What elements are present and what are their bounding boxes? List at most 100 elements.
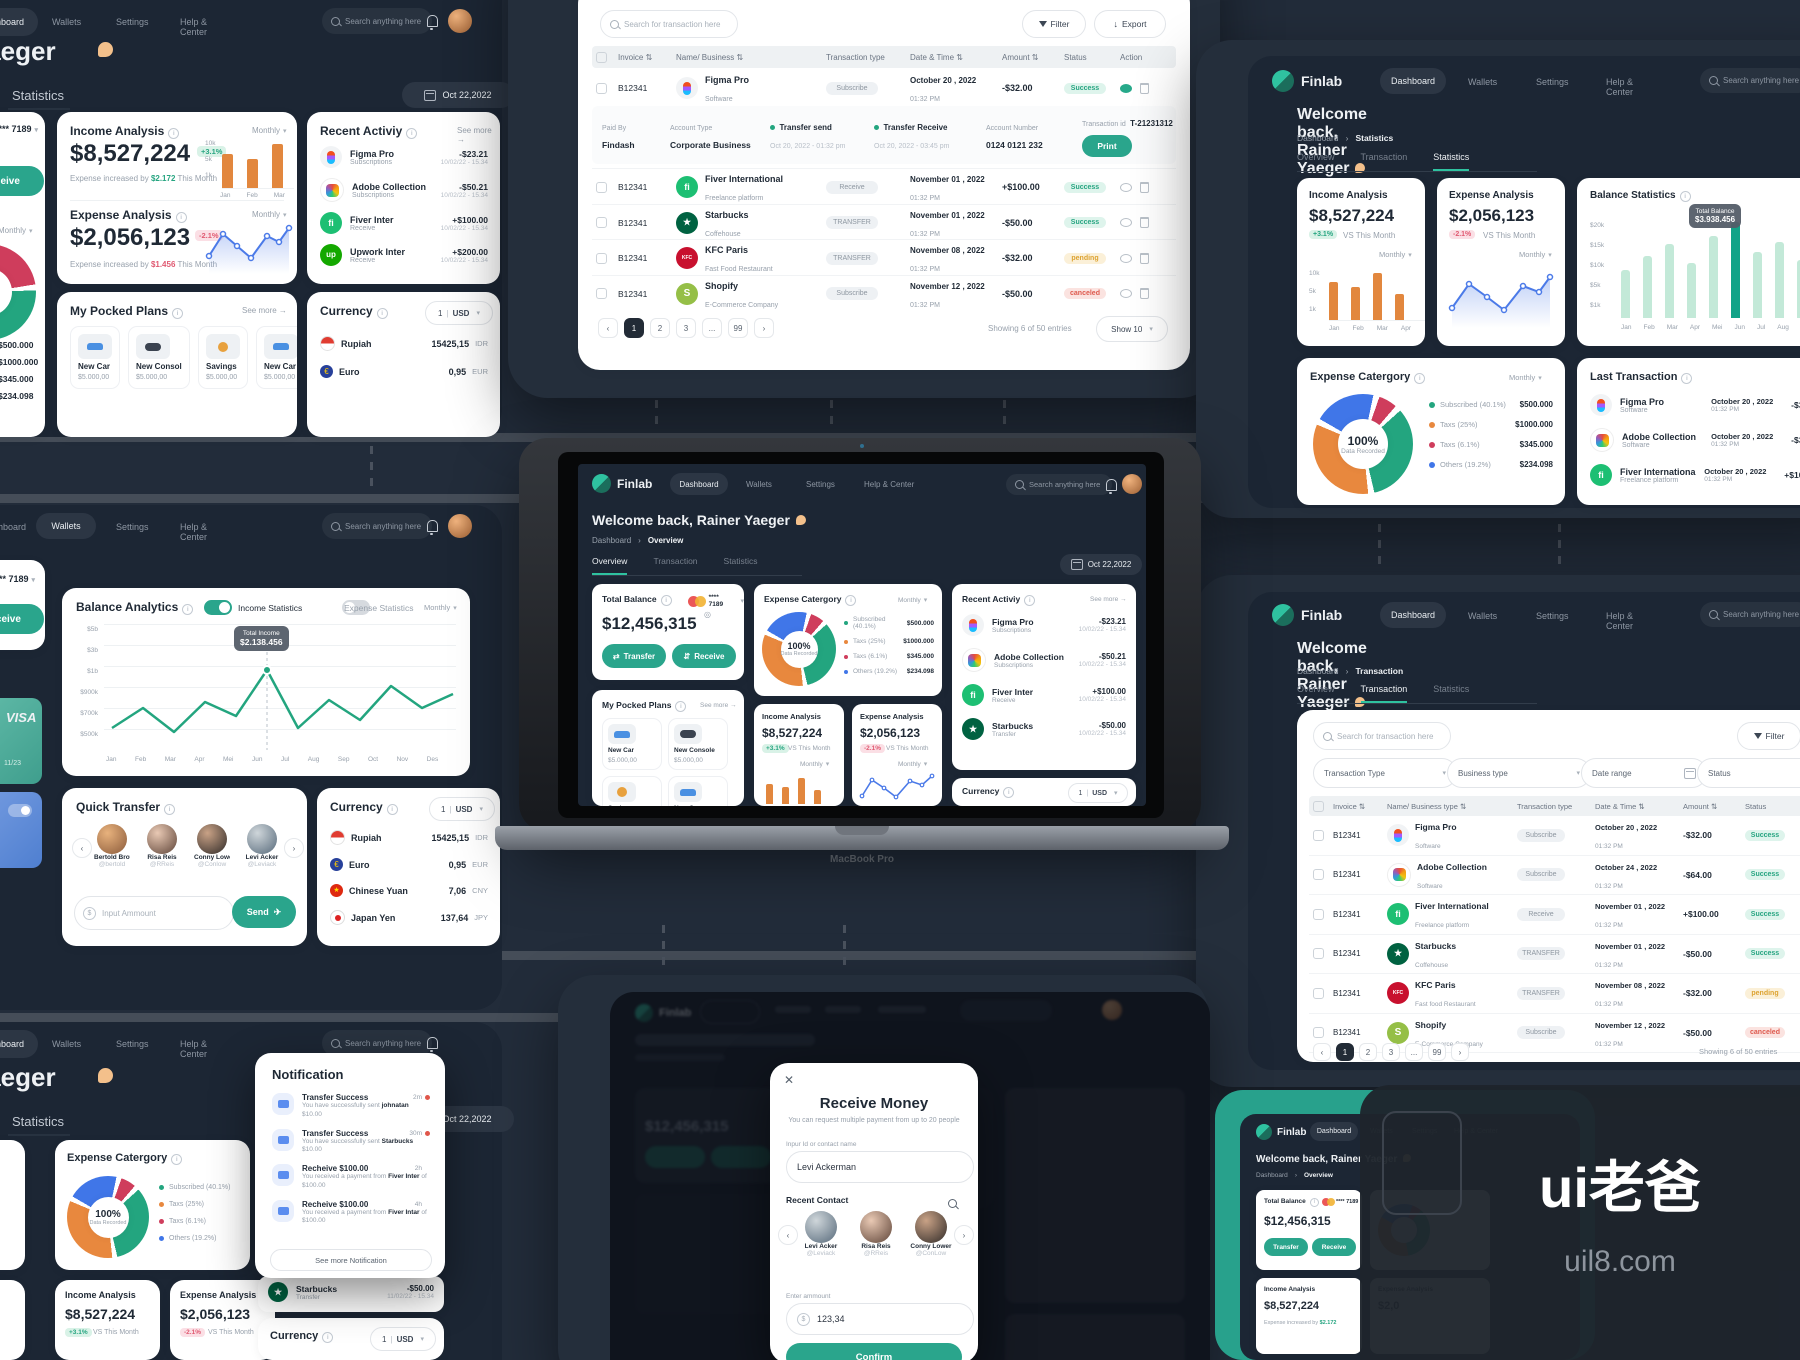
nav-dashboard[interactable]: Dashboard: [670, 473, 728, 495]
nav-settings[interactable]: Settings: [116, 522, 149, 532]
view-icon[interactable]: [1120, 253, 1132, 263]
tab-transaction[interactable]: Transaction: [1360, 152, 1408, 162]
notification-item[interactable]: Recheive $100.00 2h You received a paymen…: [272, 1164, 430, 1191]
monthly-select[interactable]: Monthly ▾: [800, 761, 830, 768]
nav-help[interactable]: Help & Center: [864, 480, 915, 489]
activity-row[interactable]: Adobe Collection Subscriptions -$50.21 10/0…: [962, 648, 1126, 672]
nav-help[interactable]: Help & Center: [1606, 77, 1634, 97]
page-button[interactable]: ...: [1405, 1043, 1423, 1061]
row-checkbox[interactable]: [596, 288, 607, 299]
status-filter[interactable]: Status▾: [1697, 758, 1800, 788]
plan-item[interactable]: New Console $5.000,00: [668, 718, 728, 770]
tab-statistics[interactable]: Statistics: [1433, 152, 1470, 171]
card-toggle[interactable]: [8, 804, 32, 817]
transfer-button[interactable]: Transfer: [1264, 1238, 1308, 1256]
next-contact-button[interactable]: ›: [284, 838, 304, 858]
currency-select[interactable]: 1 | USD ▾: [425, 301, 493, 325]
currency-select[interactable]: 1 | USD ▾: [370, 1327, 436, 1351]
row-checkbox[interactable]: [596, 181, 607, 193]
plan-item[interactable]: New Car$5.000,00: [256, 326, 297, 389]
row-checkbox[interactable]: [1313, 948, 1324, 960]
contact[interactable]: Conny Lower @ConLow: [910, 1211, 952, 1257]
notification-item[interactable]: Recheive $100.00 4h You received a paymen…: [272, 1199, 430, 1227]
nav-help[interactable]: Help & Center: [180, 1039, 208, 1059]
view-icon[interactable]: [1120, 83, 1132, 93]
tab-transaction[interactable]: Transaction: [653, 556, 698, 566]
income-statistics-toggle[interactable]: [204, 600, 232, 615]
nav-help[interactable]: Help & Center: [180, 522, 208, 542]
next-contact-button[interactable]: ›: [954, 1225, 974, 1245]
select-all-checkbox[interactable]: [596, 51, 607, 63]
amount-input[interactable]: $123,34: [786, 1303, 974, 1335]
contact-name-input[interactable]: Levi Ackerman: [786, 1151, 974, 1183]
search-input[interactable]: Search anything here: [322, 513, 432, 539]
bell-icon[interactable]: [427, 14, 438, 32]
view-icon[interactable]: [1120, 182, 1132, 192]
plan-item[interactable]: New Car$5.000,00: [70, 326, 120, 389]
nav-dashboard[interactable]: Dashboard: [0, 8, 38, 36]
bell-icon[interactable]: [427, 1036, 438, 1054]
prev-page-button[interactable]: ‹: [1313, 1043, 1331, 1061]
contact[interactable]: Levi Acker @Leviack: [800, 1211, 842, 1257]
search-input[interactable]: Search anything here: [1700, 602, 1800, 627]
plan-item[interactable]: New Car$5.000,00: [602, 718, 662, 770]
tab-statistics[interactable]: Statistics: [723, 556, 758, 566]
tab-statistics[interactable]: Statistics: [12, 88, 65, 103]
nav-dashboard[interactable]: Dashboard: [1310, 1122, 1358, 1141]
nav-dashboard[interactable]: Dashboard: [0, 1030, 38, 1058]
nav-wallets[interactable]: Wallets: [52, 17, 82, 27]
page-button[interactable]: ...: [702, 318, 722, 338]
trash-icon[interactable]: [1140, 252, 1149, 264]
plan-item[interactable]: Savings$5.000,00: [602, 776, 662, 806]
bell-icon[interactable]: [427, 519, 438, 537]
plan-item[interactable]: Savings$5.000,00: [198, 326, 248, 389]
tab-statistics[interactable]: Statistics: [1433, 684, 1470, 694]
monthly-select[interactable]: Monthly ▾: [0, 226, 33, 235]
nav-wallets[interactable]: Wallets: [1468, 611, 1498, 621]
see-more-link[interactable]: See more →: [457, 126, 492, 144]
avatar[interactable]: [1122, 474, 1142, 494]
amount-input[interactable]: $ Input Ammount: [74, 896, 234, 930]
transaction-row[interactable]: Adobe Collection Software October 20 , 202…: [1590, 428, 1800, 452]
send-button[interactable]: Send ✈: [232, 896, 296, 928]
search-input[interactable]: Search anything here: [1700, 68, 1800, 93]
row-checkbox[interactable]: [1313, 908, 1324, 920]
nav-settings[interactable]: Settings: [1536, 77, 1569, 87]
show-count-select[interactable]: Show 10 ▾: [1096, 316, 1168, 342]
search-input[interactable]: Search anything here: [322, 8, 432, 34]
next-page-button[interactable]: ›: [1451, 1043, 1469, 1061]
search-input[interactable]: Search anything here: [322, 1030, 432, 1056]
person[interactable]: Levi Acker @Leviack: [244, 824, 280, 868]
page-button[interactable]: 3: [1382, 1043, 1400, 1061]
monthly-select[interactable]: Monthly ▾: [424, 603, 457, 612]
filter-button[interactable]: Filter: [1022, 10, 1086, 38]
receive-button[interactable]: Receive: [1312, 1238, 1356, 1256]
card-number[interactable]: **** 7189: [708, 594, 724, 608]
view-icon[interactable]: [1120, 218, 1132, 227]
monthly-select[interactable]: Monthly ▾: [1519, 250, 1552, 259]
select-all-checkbox[interactable]: [1313, 800, 1324, 812]
receive-button[interactable]: ⇵ Receive: [672, 644, 736, 668]
monthly-select[interactable]: Monthly ▾: [252, 126, 287, 135]
nav-settings[interactable]: Settings: [116, 1039, 149, 1049]
search-transaction-input[interactable]: Search for transaction here: [1313, 722, 1451, 750]
nav-help[interactable]: Help & Center: [1606, 611, 1634, 631]
confirm-button[interactable]: Confirm: [786, 1343, 962, 1360]
monthly-select[interactable]: Monthly ▾: [898, 761, 928, 768]
notification-item[interactable]: Transfer Success 30m You have successfull…: [272, 1128, 430, 1156]
print-button[interactable]: Print: [1082, 135, 1132, 157]
search-transaction-input[interactable]: Search for transaction here: [600, 10, 738, 38]
currency-row[interactable]: Japan Yen 137,64 JPY: [330, 910, 488, 925]
currency-row[interactable]: Rupiah 15425,15 IDR: [320, 336, 488, 351]
person[interactable]: Risa Reis @RReis: [144, 824, 180, 868]
